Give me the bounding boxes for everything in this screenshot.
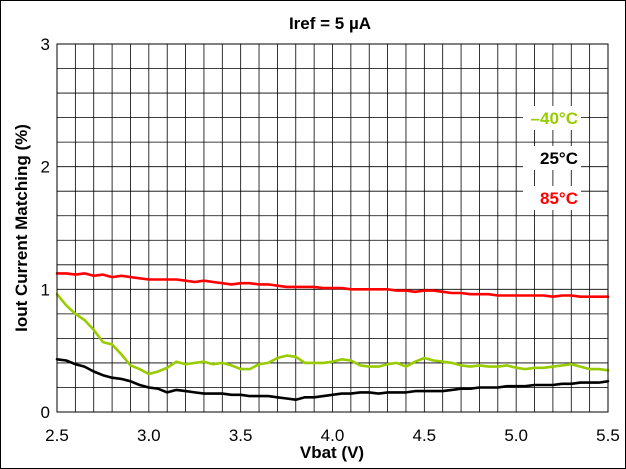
legend-entry-1: 25°C xyxy=(540,149,578,168)
chart-title: Iref = 5 µA xyxy=(289,14,371,33)
x-ticks: 2.5 3.0 3.5 4.0 4.5 5.0 5.5 xyxy=(45,426,620,445)
legend-background xyxy=(523,186,581,210)
x-tick-label: 5.5 xyxy=(596,426,620,445)
x-tick-label: 5.0 xyxy=(504,426,528,445)
grid xyxy=(57,44,608,412)
legend-background xyxy=(523,106,581,130)
x-tick-label: 3.5 xyxy=(229,426,253,445)
x-tick-label: 4.5 xyxy=(413,426,437,445)
legend-background xyxy=(523,146,581,170)
y-tick-label: 2 xyxy=(41,158,50,177)
y-axis-title: Iout Current Matching (%) xyxy=(12,124,31,332)
legend: –40°C 25°C 85°C xyxy=(523,106,581,210)
legend-entry-2: 85°C xyxy=(540,189,578,208)
x-axis-title: Vbat (V) xyxy=(300,443,364,462)
plot-frame xyxy=(56,43,609,413)
legend-entry-0: –40°C xyxy=(531,109,578,128)
x-tick-label: 3.0 xyxy=(137,426,161,445)
y-tick-label: 1 xyxy=(41,280,50,299)
series-line-2 xyxy=(55,272,610,299)
y-ticks: 0 1 2 3 xyxy=(41,35,50,422)
x-tick-label: 2.5 xyxy=(45,426,69,445)
series-line-0 xyxy=(55,292,610,376)
y-tick-label: 0 xyxy=(41,403,50,422)
series-line-1 xyxy=(55,357,610,402)
y-tick-label: 3 xyxy=(41,35,50,54)
x-tick-label: 4.0 xyxy=(321,426,345,445)
series-layer xyxy=(55,272,610,402)
